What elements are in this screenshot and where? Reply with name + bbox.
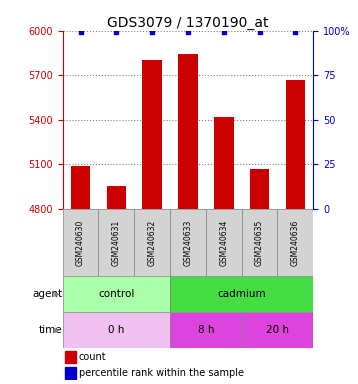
Bar xyxy=(178,55,198,209)
Bar xyxy=(170,313,242,348)
Bar xyxy=(250,169,269,209)
Bar xyxy=(65,366,77,379)
Point xyxy=(292,30,298,36)
Text: GSM240630: GSM240630 xyxy=(76,219,85,266)
Bar xyxy=(63,276,170,313)
Text: GSM240632: GSM240632 xyxy=(147,219,157,266)
Text: percentile rank within the sample: percentile rank within the sample xyxy=(79,367,244,377)
Point xyxy=(78,30,83,36)
Text: agent: agent xyxy=(33,290,63,300)
Bar xyxy=(242,313,313,348)
Point xyxy=(185,30,191,36)
Text: GSM240633: GSM240633 xyxy=(183,219,193,266)
Point xyxy=(113,30,119,36)
Bar xyxy=(206,209,242,276)
Text: time: time xyxy=(39,325,63,335)
Bar xyxy=(63,209,98,276)
Bar xyxy=(286,79,305,209)
Text: 20 h: 20 h xyxy=(266,325,289,335)
Text: 8 h: 8 h xyxy=(198,325,214,335)
Bar xyxy=(277,209,313,276)
Point xyxy=(149,30,155,36)
Bar xyxy=(170,209,206,276)
Bar xyxy=(242,209,277,276)
Point xyxy=(257,30,262,36)
Text: cadmium: cadmium xyxy=(217,290,266,300)
Text: 0 h: 0 h xyxy=(108,325,125,335)
Text: GSM240631: GSM240631 xyxy=(112,219,121,266)
Bar xyxy=(98,209,134,276)
Bar xyxy=(214,117,233,209)
Bar xyxy=(71,166,90,209)
Point xyxy=(221,30,227,36)
Text: control: control xyxy=(98,290,135,300)
Bar xyxy=(134,209,170,276)
Text: GSM240634: GSM240634 xyxy=(219,219,228,266)
Bar xyxy=(142,60,162,209)
Bar xyxy=(107,186,126,209)
Title: GDS3079 / 1370190_at: GDS3079 / 1370190_at xyxy=(107,16,269,30)
Text: count: count xyxy=(79,352,107,362)
Bar xyxy=(65,351,77,362)
Text: GSM240635: GSM240635 xyxy=(255,219,264,266)
Bar xyxy=(63,313,170,348)
Bar xyxy=(170,276,313,313)
Text: GSM240636: GSM240636 xyxy=(291,219,300,266)
